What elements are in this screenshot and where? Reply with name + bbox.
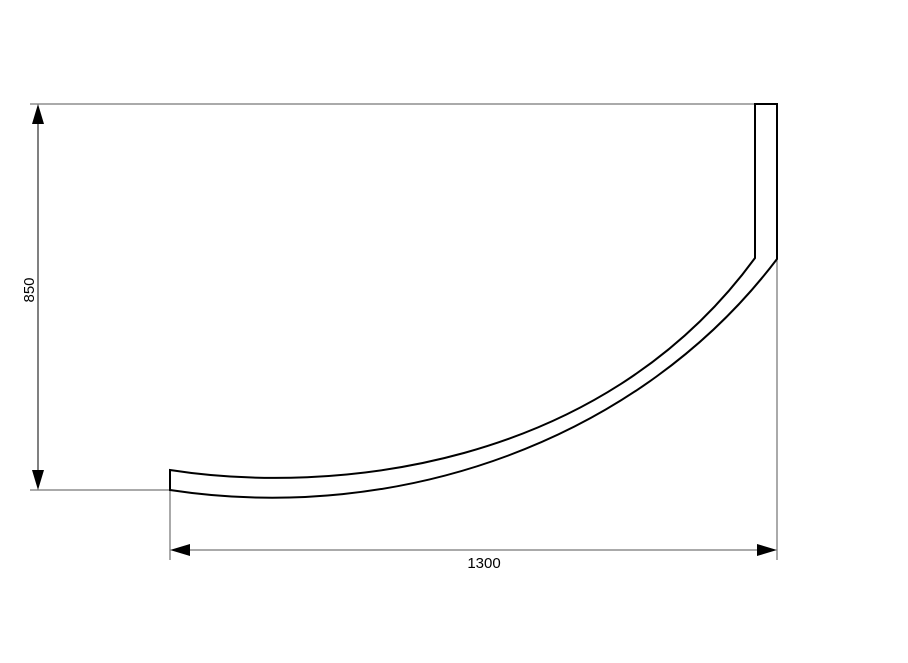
arrow-down-icon bbox=[32, 470, 44, 490]
arrow-left-icon bbox=[170, 544, 190, 556]
shower-panel-outline bbox=[169, 103, 778, 499]
width-label: 1300 bbox=[467, 555, 500, 572]
width-dimension: 1300 bbox=[170, 544, 777, 572]
height-label: 850 bbox=[21, 277, 38, 302]
arrow-right-icon bbox=[757, 544, 777, 556]
arrow-up-icon bbox=[32, 104, 44, 124]
height-dimension: 850 bbox=[21, 104, 44, 490]
